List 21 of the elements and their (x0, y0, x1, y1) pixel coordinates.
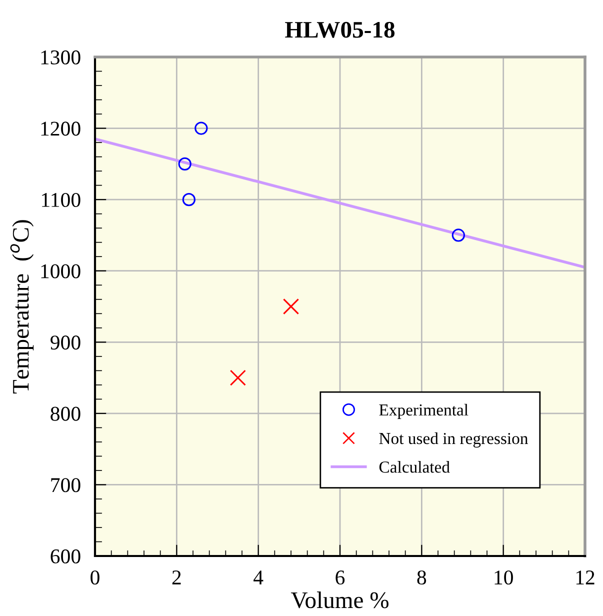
legend-label: Experimental (379, 404, 468, 419)
y-tick-label: 600 (50, 549, 80, 564)
chart-title: HLW05-18 (285, 22, 395, 38)
x-tick-label: 4 (254, 570, 264, 584)
x-tick-label: 2 (172, 570, 181, 584)
legend-label: Calculated (379, 461, 450, 473)
y-axis-title: Temperature ($^{o}$C) (10, 220, 34, 394)
x-tick-label: 8 (417, 570, 426, 585)
x-tick-label: 0 (90, 570, 100, 585)
x-tick-label: 12 (576, 570, 594, 584)
y-tick-label: 1000 (41, 264, 80, 278)
y-tick-label: 1100 (42, 192, 80, 208)
legend-label: Not used in regression (379, 432, 528, 448)
x-axis-title: Volume % (290, 592, 388, 608)
y-tick-label: 900 (50, 336, 80, 350)
y-tick-label: 800 (50, 406, 80, 421)
x-tick-label: 10 (494, 570, 513, 585)
y-tick-label: 700 (51, 478, 80, 492)
x-tick-label: 6 (336, 570, 345, 585)
y-tick-label: 1200 (41, 122, 80, 136)
y-tick-label: 1300 (41, 50, 80, 64)
